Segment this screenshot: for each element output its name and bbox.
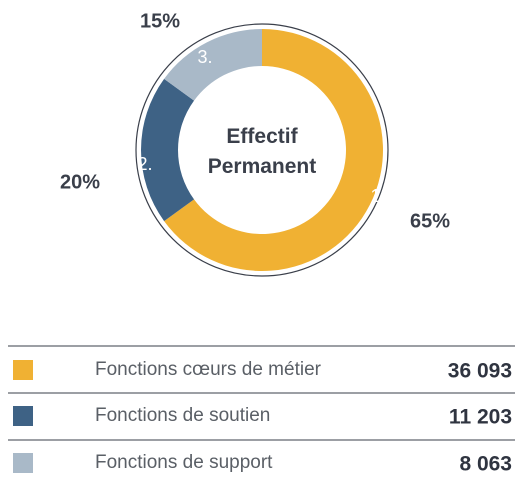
legend-swatch bbox=[13, 360, 33, 380]
chart-title: Effectif Permanent bbox=[207, 125, 317, 178]
donut-segment bbox=[164, 29, 383, 271]
legend-swatch bbox=[13, 406, 33, 426]
outer-ring bbox=[135, 23, 389, 277]
segment-number: 1. bbox=[370, 186, 385, 206]
legend-name: Fonctions cœurs de métier bbox=[95, 359, 322, 380]
percent-label: 20% bbox=[60, 171, 100, 193]
segment-number: 2. bbox=[137, 154, 152, 174]
legend-name: Fonctions de soutien bbox=[95, 405, 270, 426]
legend-count: 36 093 bbox=[448, 360, 512, 383]
legend-swatch bbox=[13, 453, 33, 473]
percent-label: 15% bbox=[140, 10, 180, 32]
donut-segment bbox=[164, 28, 262, 101]
legend-count: 11 203 bbox=[449, 406, 512, 429]
percent-label: 65% bbox=[410, 210, 450, 232]
legend-count: 8 063 bbox=[459, 453, 512, 476]
donut-segment bbox=[141, 78, 195, 222]
legend-name: Fonctions de support bbox=[95, 452, 273, 473]
segment-number: 3. bbox=[197, 47, 212, 67]
